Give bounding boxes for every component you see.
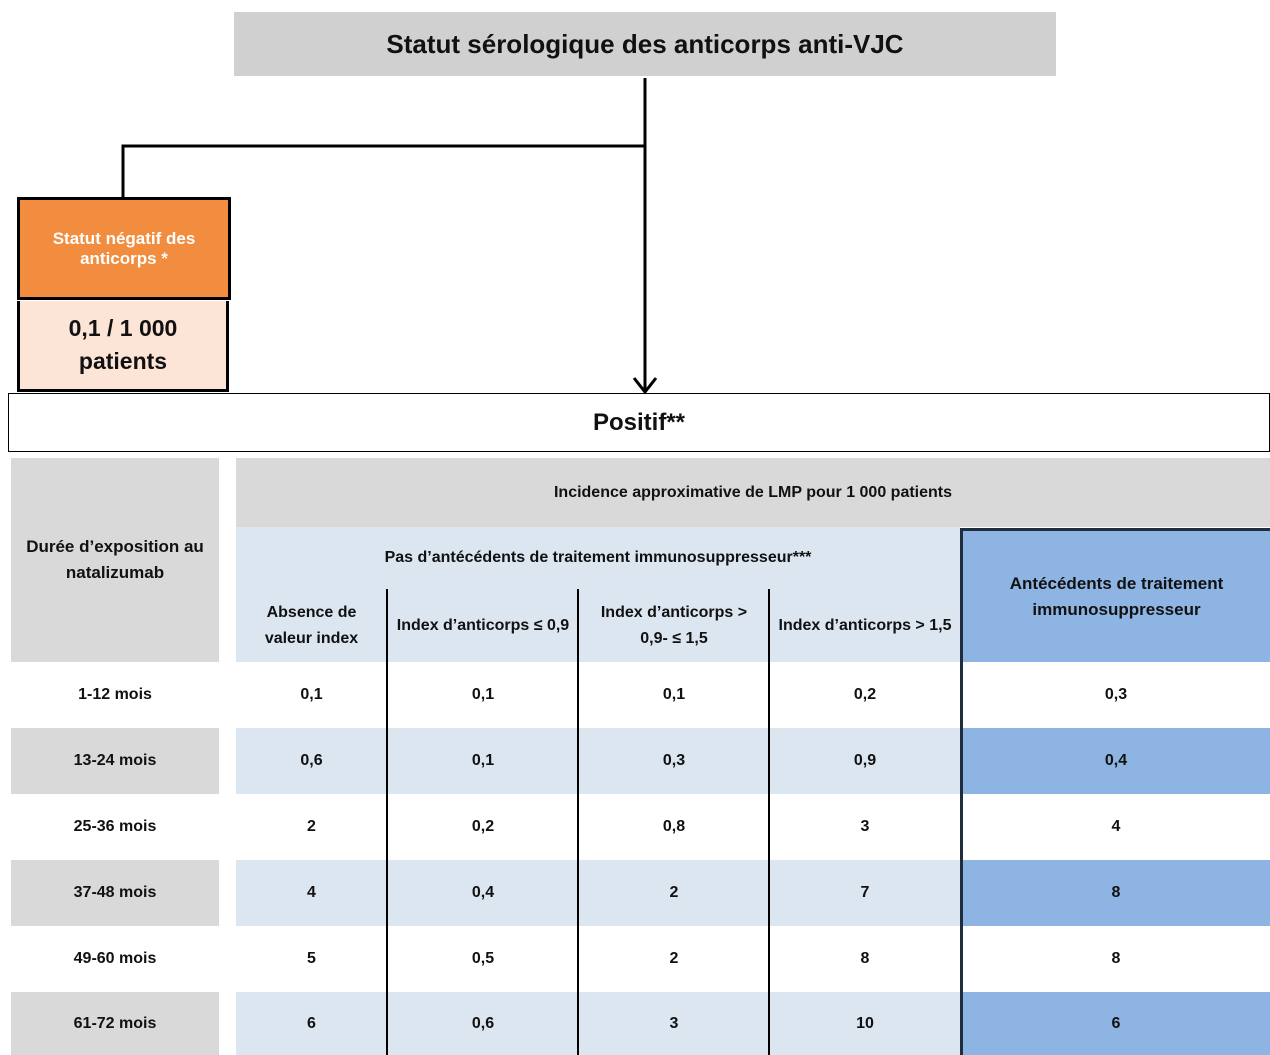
title: Statut sérologique des anticorps anti-VJ… [234, 12, 1056, 76]
row-label: 61-72 mois [11, 992, 219, 1055]
cell: 4 [236, 860, 387, 926]
cell: 8 [770, 926, 960, 992]
cell: 0,1 [236, 662, 387, 728]
cell: 0,6 [388, 992, 578, 1055]
cell: 7 [770, 860, 960, 926]
cell: 0,3 [962, 662, 1270, 728]
column-divider [960, 528, 963, 1055]
cell: 0,2 [388, 794, 578, 860]
cell: 10 [770, 992, 960, 1055]
column-divider [386, 589, 388, 1055]
cell: 2 [236, 794, 387, 860]
positive-label: Positif** [8, 393, 1270, 452]
column-divider [768, 589, 770, 1055]
cell: 5 [236, 926, 387, 992]
cell: 0,1 [579, 662, 769, 728]
column-header: Absence de valeur index [236, 589, 387, 662]
group-header: Pas d’antécédents de traitement immunosu… [236, 527, 960, 589]
column-header: Index d’anticorps ≤ 0,9 [388, 589, 578, 662]
row-label: 49-60 mois [11, 926, 219, 992]
row-label: 13-24 mois [11, 728, 219, 794]
cell: 0,4 [962, 728, 1270, 794]
cell: 0,9 [770, 728, 960, 794]
cell: 2 [579, 860, 769, 926]
cell: 8 [962, 926, 1270, 992]
row-header: Durée d’exposition au natalizumab [11, 458, 219, 662]
cell: 0,2 [770, 662, 960, 728]
cell: 2 [579, 926, 769, 992]
cell: 0,5 [388, 926, 578, 992]
cell: 6 [236, 992, 387, 1055]
column-divider [577, 589, 579, 1055]
negative-label: Statut négatif des anticorps * [17, 197, 231, 300]
negative-value: 0,1 / 1 000 patients [17, 301, 229, 392]
cell: 0,4 [388, 860, 578, 926]
cell: 0,6 [236, 728, 387, 794]
top-header: Incidence approximative de LMP pour 1 00… [236, 458, 1270, 527]
cell: 0,3 [579, 728, 769, 794]
cell: 8 [962, 860, 1270, 926]
column-header: Index d’anticorps > 0,9- ≤ 1,5 [579, 589, 769, 662]
cell: 3 [770, 794, 960, 860]
cell: 4 [962, 794, 1270, 860]
cell: 3 [579, 992, 769, 1055]
cell: 0,8 [579, 794, 769, 860]
row-label: 1-12 mois [11, 662, 219, 728]
row-label: 25-36 mois [11, 794, 219, 860]
cell: 0,1 [388, 662, 578, 728]
last-column-header: Antécédents de traitement immunosuppress… [960, 528, 1270, 662]
cell: 0,1 [388, 728, 578, 794]
column-header: Index d’anticorps > 1,5 [770, 589, 960, 662]
row-label: 37-48 mois [11, 860, 219, 926]
cell: 6 [962, 992, 1270, 1055]
